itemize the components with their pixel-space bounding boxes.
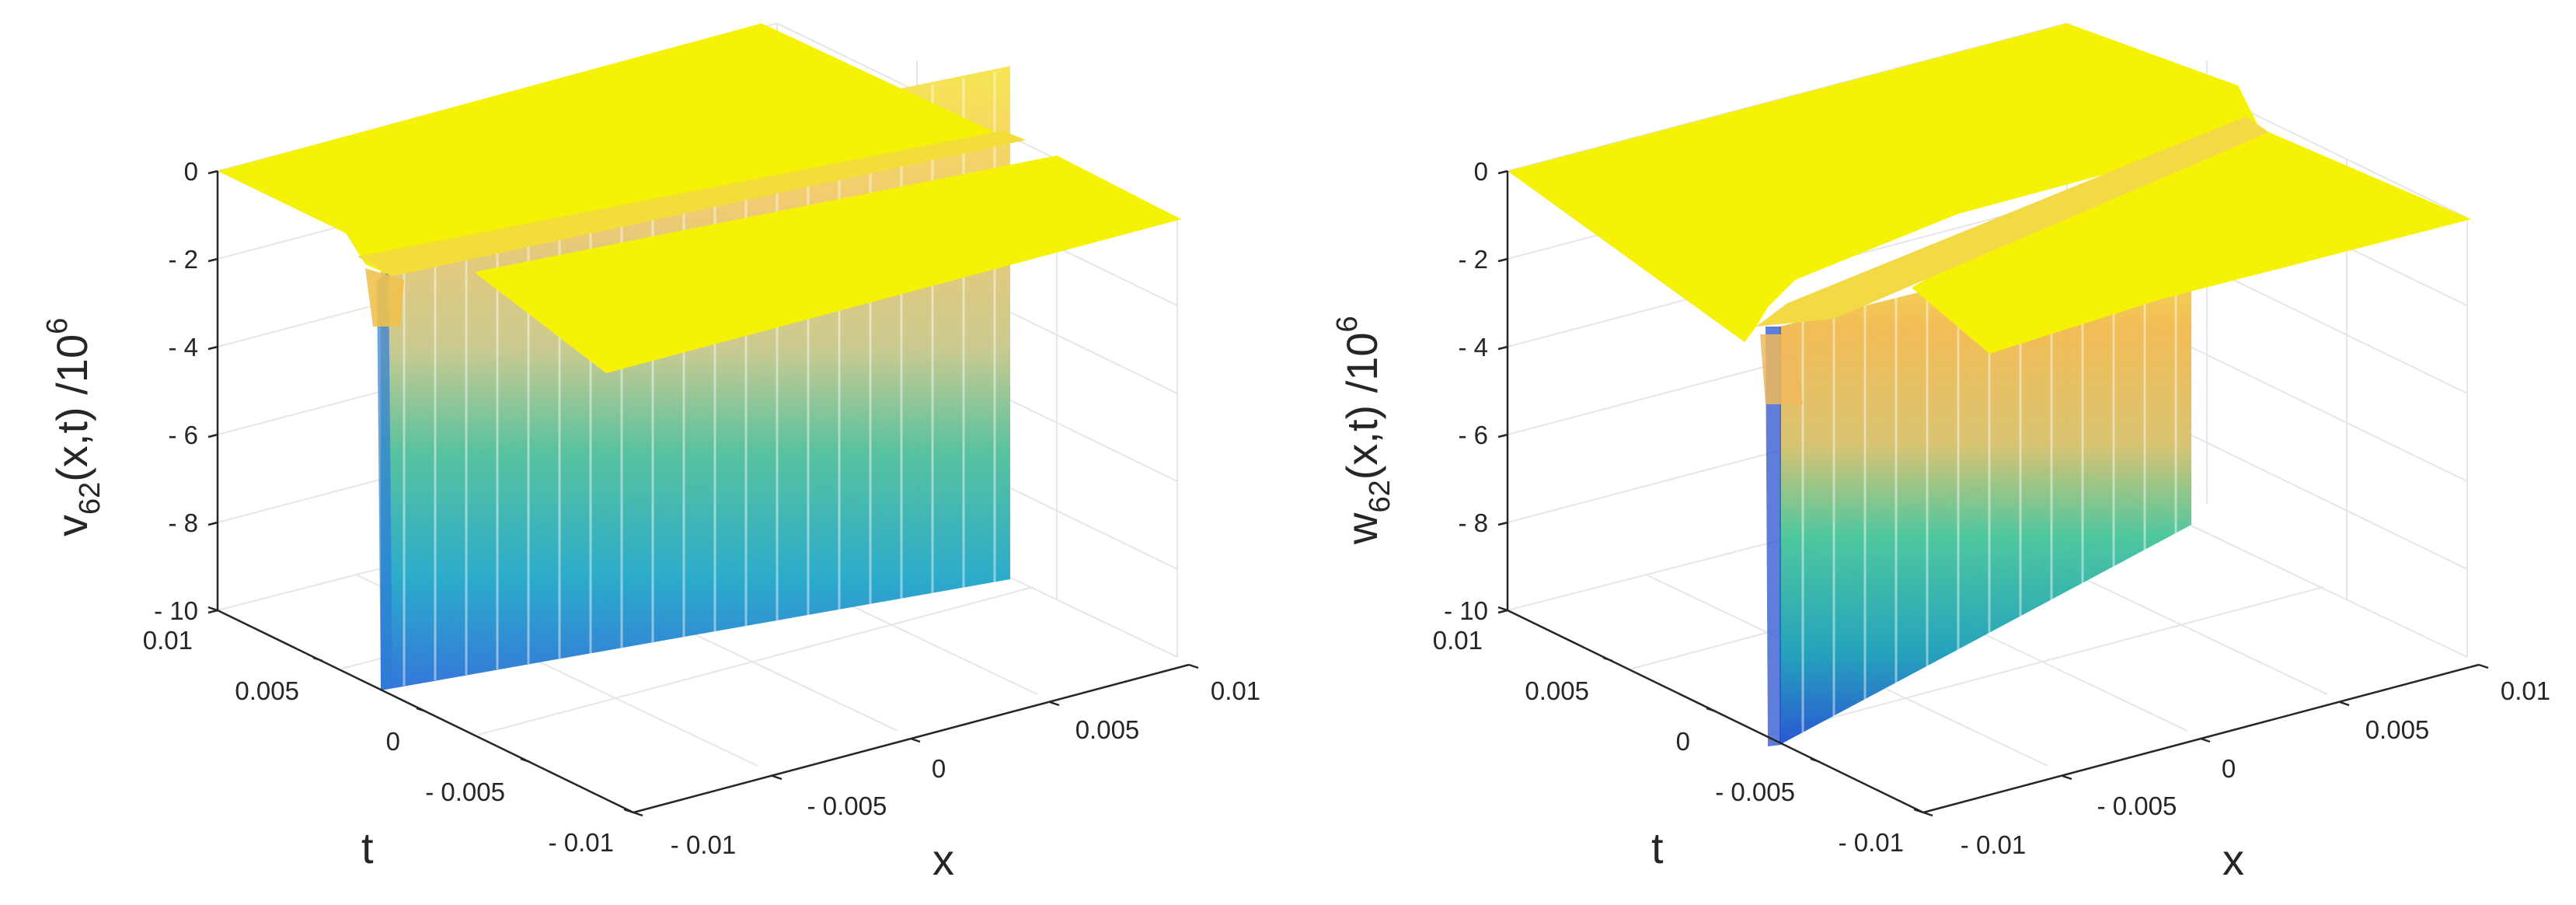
z-axis-label: w62(x,t) /106 [1331,316,1396,545]
x-axis-label: x [932,835,954,884]
x-tick-2: 0 [2222,754,2236,783]
surface-plateau [1508,23,2471,404]
x-tick-labels: - 0.01 - 0.005 0 0.005 0.01 [671,676,1260,859]
z-tick-labels: 0 - 2 - 4 - 6 - 8 - 10 [1444,157,1488,625]
t-tick-0: - 0.01 [549,828,614,857]
x-tick-0: - 0.01 [671,830,736,859]
z-tick-2: - 4 [168,333,198,362]
x-axis-label: x [2222,835,2244,884]
plot-v62: 0 - 2 - 4 - 6 - 8 - 10 0.01 0.005 0 - 0.… [41,23,1260,884]
t-axis [207,606,634,814]
z-label-base: v [47,515,96,536]
x-tick-1: - 0.005 [807,791,887,820]
t-tick-1: - 0.005 [425,777,505,806]
z-tick-3: - 6 [168,421,198,449]
z-tick-1: - 2 [168,245,198,274]
z-tick-4: - 8 [1458,508,1488,537]
z-label-base: w [1337,512,1386,545]
x-tick-0: - 0.01 [1961,830,2026,859]
x-tick-3: 0.005 [1075,715,1140,744]
z-axis-label: v62(x,t) /106 [41,318,106,536]
z-tick-2: - 4 [1458,333,1488,362]
t-tick-0: - 0.01 [1839,828,1904,857]
t-tick-1: - 0.005 [1715,777,1795,806]
x-tick-2: 0 [932,754,946,783]
t-tick-2: 0 [1676,727,1690,756]
t-axis [1497,606,1924,814]
z-tick-labels: 0 - 2 - 4 - 6 - 8 - 10 [154,157,198,625]
x-tick-3: 0.005 [2365,715,2430,744]
x-axis [1922,663,2489,817]
t-tick-3: 0.005 [1525,676,1589,705]
t-axis-label: t [361,823,374,872]
t-axis-label: t [1651,823,1664,872]
t-tick-labels: 0.01 0.005 0 - 0.005 - 0.01 [1433,626,1904,857]
surface-plateau [218,23,1181,373]
t-tick-3: 0.005 [235,676,299,705]
z-label-sup: 6 [41,318,74,334]
x-tick-4: 0.01 [1211,676,1260,705]
z-tick-5: - 10 [1444,596,1488,625]
z-tick-0: 0 [1474,157,1488,186]
z-label-sub: 62 [1364,480,1396,512]
z-tick-3: - 6 [1458,421,1488,449]
surface-trough [1766,225,2191,746]
z-tick-0: 0 [184,157,198,186]
z-tick-1: - 2 [1458,245,1488,274]
t-tick-4: 0.01 [1433,626,1483,655]
z-label-mid: (x,t) /10 [1337,332,1386,480]
z-label-mid: (x,t) /10 [47,334,96,482]
t-tick-4: 0.01 [143,626,193,655]
z-tick-5: - 10 [154,596,198,625]
x-tick-4: 0.01 [2501,676,2550,705]
z-axis [207,169,219,614]
z-axis [1497,169,1509,614]
t-tick-labels: 0.01 0.005 0 - 0.005 - 0.01 [143,626,614,857]
t-tick-2: 0 [386,727,400,756]
x-tick-labels: - 0.01 - 0.005 0 0.005 0.01 [1961,676,2550,859]
z-label-sup: 6 [1331,316,1364,332]
z-tick-4: - 8 [168,508,198,537]
z-label-sub: 62 [74,482,106,515]
x-axis [633,663,1199,817]
x-tick-1: - 0.005 [2097,791,2177,820]
plot-w62: 0 - 2 - 4 - 6 - 8 - 10 0.01 0.005 0 - 0.… [1331,23,2550,884]
